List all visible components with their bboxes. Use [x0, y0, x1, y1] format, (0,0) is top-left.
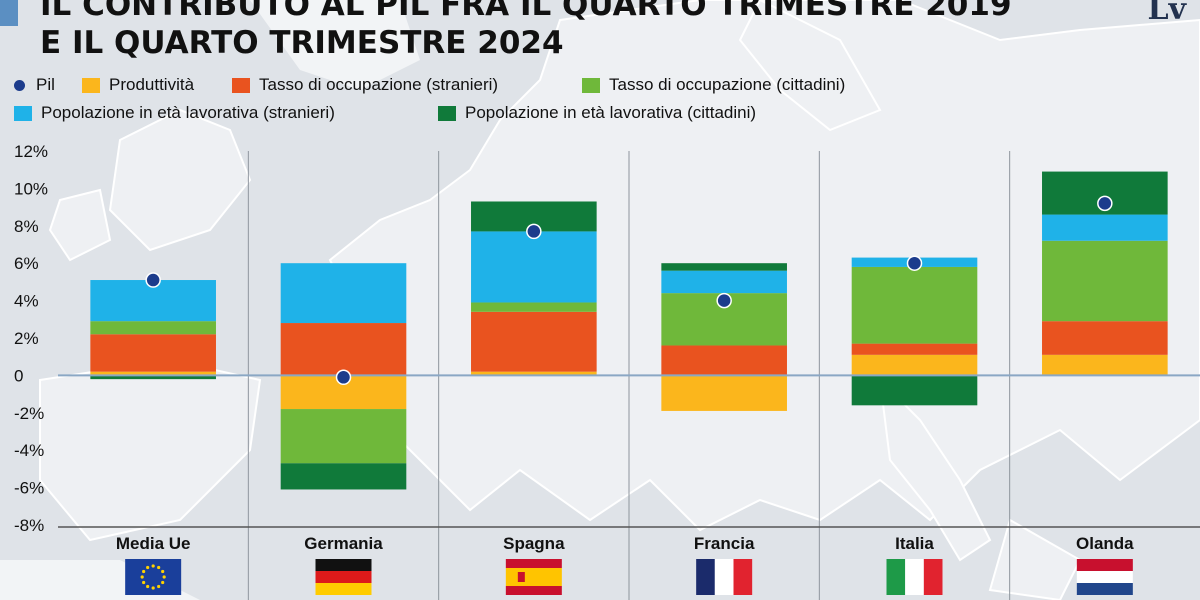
y-tick-label: -4% [14, 441, 44, 460]
y-tick-label: -2% [14, 404, 44, 423]
bar-segment-occ_cittadini [280, 409, 407, 464]
legend-pop-cittadini-label: Popolazione in età lavorativa (cittadini… [465, 103, 757, 122]
bar-segment-produttivita [90, 371, 216, 376]
y-tick-label: -6% [14, 479, 44, 498]
pil-dot [145, 272, 161, 288]
country-label: Francia [694, 534, 755, 553]
italy-flag [886, 559, 943, 595]
netherlands-flag [1076, 559, 1133, 595]
spain-flag [505, 559, 562, 595]
bar-segment-pop_cittadini [851, 375, 978, 406]
country-label: Italia [895, 534, 934, 553]
legend-pop-cittadini-swatch [438, 105, 456, 121]
y-tick-label: 10% [14, 179, 48, 198]
y-tick-label: 2% [14, 329, 39, 348]
bar-segment-occ_cittadini [1042, 240, 1168, 322]
bar-segment-occ_stranieri [661, 345, 787, 376]
bar-segment-occ_stranieri [851, 343, 978, 355]
pil-dot [906, 255, 923, 271]
country-label: Germania [304, 534, 383, 553]
legend-item-pop-stranieri: Popolazione in età lavorativa (stranieri… [14, 103, 335, 123]
corner-accent-square [0, 0, 18, 26]
bar-segment-pop_stranieri [661, 270, 787, 294]
legend-occ-stranieri-swatch [232, 77, 250, 93]
bar-segment-occ_stranieri [471, 311, 597, 372]
legend-item-pop-cittadini: Popolazione in età lavorativa (cittadini… [438, 103, 756, 123]
pil-dot [335, 369, 352, 386]
pil-dot [716, 292, 732, 309]
bar-segment-produttivita [661, 375, 787, 411]
bar-segment-occ_stranieri [90, 334, 216, 372]
title-line-2: E IL QUARTO TRIMESTRE 2024 [40, 25, 564, 61]
germany-flag [315, 559, 372, 595]
y-tick-label: 0 [14, 366, 23, 385]
bar-segment-occ_stranieri [1042, 321, 1168, 355]
title-line-1: IL CONTRIBUTO AL PIL FRA IL QUARTO TRIME… [40, 0, 1012, 23]
bar-segment-pop_cittadini [280, 463, 407, 490]
bar-segment-occ_stranieri [280, 323, 407, 376]
legend-produttivita-label: Produttività [109, 75, 195, 94]
legend-item-pil: Pil [14, 75, 55, 95]
y-tick-label: 6% [14, 254, 39, 273]
legend-produttivita-swatch [82, 77, 100, 93]
bar-segment-pop_cittadini [661, 263, 787, 271]
bar-segment-occ_cittadini [90, 321, 216, 335]
legend-occ-stranieri-label: Tasso di occupazione (stranieri) [259, 75, 499, 94]
legend-item-occ-cittadini: Tasso di occupazione (cittadini) [582, 75, 845, 95]
y-tick-label: 12% [14, 142, 48, 161]
legend-pop-stranieri-label: Popolazione in età lavorativa (stranieri… [41, 103, 335, 122]
bar-segment-pop_stranieri [471, 231, 597, 303]
legend-item-produttivita: Produttività [82, 75, 194, 95]
bar-segment-produttivita [471, 371, 597, 376]
legend-pil-label: Pil [36, 75, 55, 94]
chart-title: IL CONTRIBUTO AL PIL FRA IL QUARTO TRIME… [40, 0, 1140, 62]
bar-segment-pop_stranieri [280, 263, 407, 324]
country-label: Spagna [503, 534, 565, 553]
country-label: Olanda [1076, 534, 1134, 553]
y-tick-label: 8% [14, 217, 39, 236]
legend-item-occ-stranieri: Tasso di occupazione (stranieri) [232, 75, 498, 95]
eu-flag [125, 559, 182, 595]
legend-occ-cittadini-label: Tasso di occupazione (cittadini) [609, 75, 846, 94]
country-label: Media Ue [116, 534, 191, 553]
y-tick-label: -8% [14, 516, 44, 535]
bar-segment-pop_cittadini [90, 375, 216, 380]
bar-segment-occ_cittadini [851, 266, 978, 344]
legend-occ-cittadini-swatch [582, 77, 600, 93]
bar-segment-occ_cittadini [471, 302, 597, 312]
y-tick-label: 4% [14, 292, 39, 311]
publisher-logo: Lv [1147, 0, 1186, 27]
bar-segment-produttivita [1042, 354, 1168, 376]
legend-pil-dot [14, 79, 25, 91]
bar-segment-produttivita [851, 354, 978, 376]
bar-segment-pop_stranieri [1042, 214, 1168, 241]
france-flag [696, 559, 753, 595]
pil-dot [526, 223, 542, 240]
pil-dot [1097, 195, 1113, 212]
legend-pop-stranieri-swatch [14, 105, 32, 121]
